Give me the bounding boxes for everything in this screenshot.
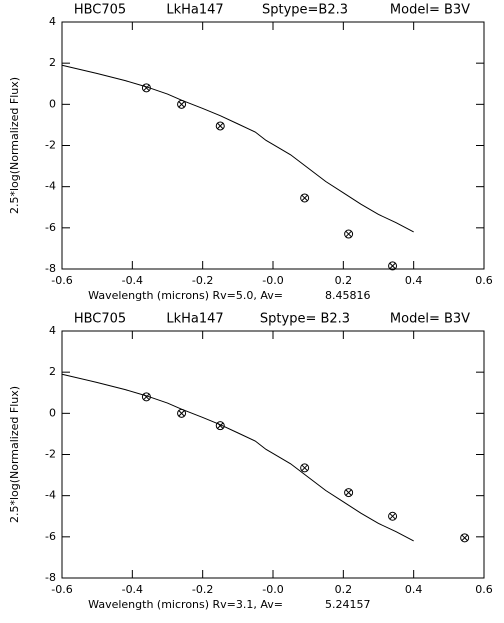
x-tick-label: -0.0 <box>262 274 283 287</box>
y-tick-label: -6 <box>45 530 56 543</box>
observed-point <box>177 408 187 418</box>
x-tick-label: 0.4 <box>405 274 423 287</box>
x-tick-label: -0.0 <box>262 583 283 596</box>
y-tick-label: 0 <box>49 97 56 110</box>
av-value: 5.24157 <box>325 598 371 611</box>
observed-point <box>215 121 225 131</box>
observed-point <box>215 421 225 431</box>
y-tick-label: 0 <box>49 406 56 419</box>
y-tick-label: 2 <box>49 56 56 69</box>
x-tick-label: 0.6 <box>475 583 493 596</box>
y-tick-label: -8 <box>45 571 56 584</box>
panel-header: Model= B3V <box>390 3 470 18</box>
x-tick-label: -0.2 <box>192 274 213 287</box>
plot-frame <box>61 21 485 270</box>
y-tick-label: 4 <box>49 324 56 337</box>
observed-point <box>300 463 310 473</box>
observed-point <box>177 99 187 109</box>
observed-point <box>141 392 151 402</box>
observed-point <box>300 193 310 203</box>
panel-header: LkHa147 <box>166 312 223 327</box>
y-tick-label: -2 <box>45 448 56 461</box>
y-tick-label: -8 <box>45 262 56 275</box>
x-tick-label: -0.2 <box>192 583 213 596</box>
x-tick-label: -0.6 <box>51 274 72 287</box>
y-tick-label: -6 <box>45 221 56 234</box>
panel-header: HBC705 <box>74 3 126 18</box>
y-tick-label: -4 <box>45 489 56 502</box>
model-spectrum <box>61 373 414 542</box>
y-tick-label: 2 <box>49 365 56 378</box>
panel-header: Sptype=B2.3 <box>262 3 348 18</box>
x-tick-label: -0.4 <box>122 274 143 287</box>
observed-point <box>460 533 470 543</box>
x-tick-label: -0.4 <box>122 583 143 596</box>
y-axis-label: 2.5*log(Normalized Flux) <box>8 386 21 523</box>
observed-point <box>344 488 354 498</box>
observed-point <box>388 511 398 521</box>
panel-header: Model= B3V <box>390 312 470 327</box>
x-tick-label: -0.6 <box>51 583 72 596</box>
plot-frame <box>61 330 485 579</box>
observed-point <box>344 229 354 239</box>
panel-header: Sptype= B2.3 <box>260 312 350 327</box>
x-tick-label: 0.4 <box>405 583 423 596</box>
panel-header: LkHa147 <box>166 3 223 18</box>
x-tick-label: 0.2 <box>335 583 353 596</box>
x-axis-label: Wavelength (microns) Rv=5.0, Av= <box>88 289 283 302</box>
y-tick-label: -2 <box>45 139 56 152</box>
y-tick-label: 4 <box>49 15 56 28</box>
x-tick-label: 0.6 <box>475 274 493 287</box>
observed-point <box>388 261 398 271</box>
av-value: 8.45816 <box>325 289 371 302</box>
y-tick-label: -4 <box>45 180 56 193</box>
y-axis-label: 2.5*log(Normalized Flux) <box>8 77 21 214</box>
panel-header: HBC705 <box>74 312 126 327</box>
x-tick-label: 0.2 <box>335 274 353 287</box>
model-spectrum <box>61 64 414 233</box>
observed-point <box>141 83 151 93</box>
x-axis-label: Wavelength (microns) Rv=3.1, Av= <box>88 598 283 611</box>
